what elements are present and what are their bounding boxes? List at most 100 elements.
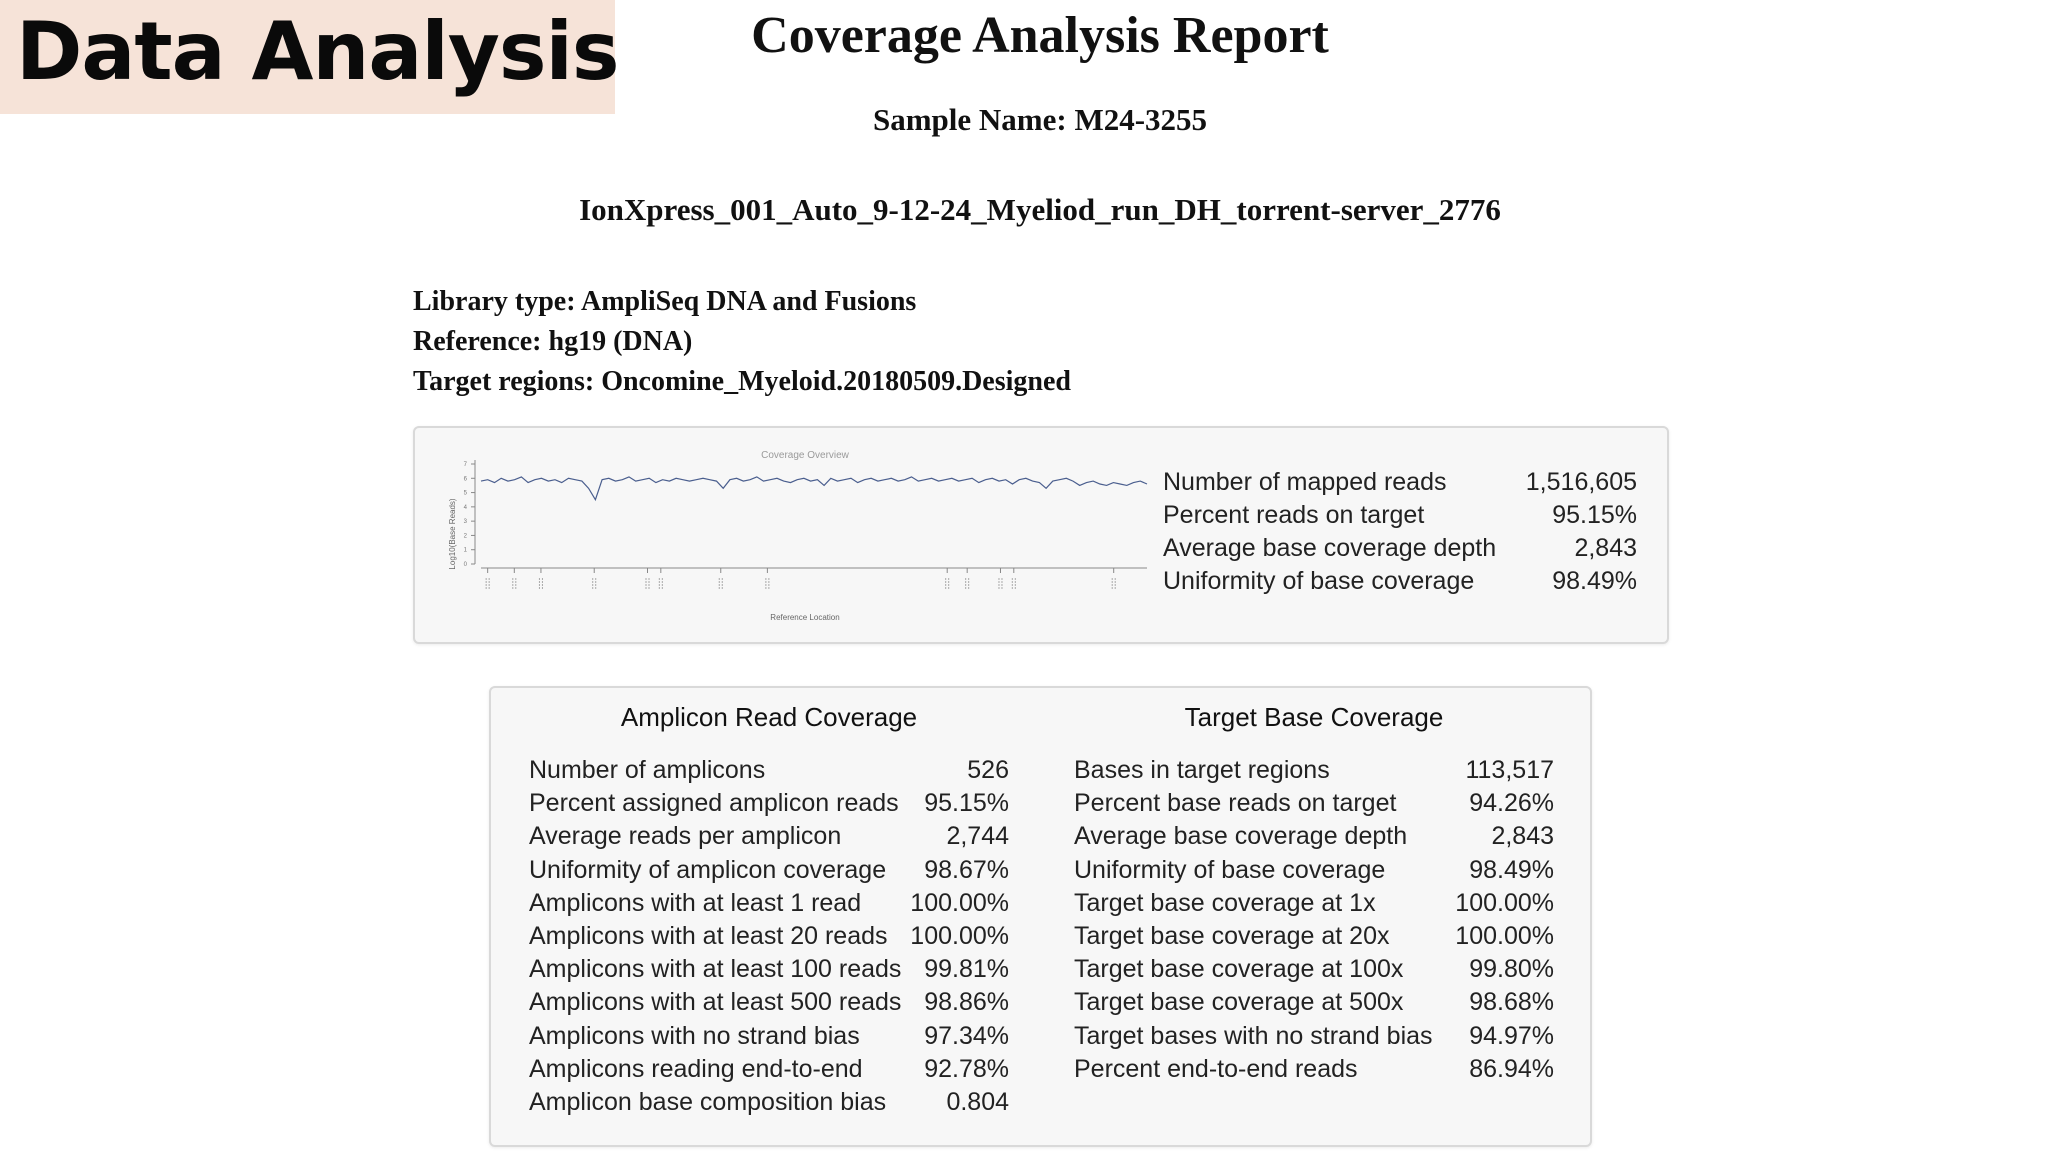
chart-y-tick-label: 3 — [464, 519, 468, 525]
library-type: Library type: AmpliSeq DNA and Fusions — [413, 286, 917, 317]
row-value: 100.00% — [910, 921, 1009, 950]
row-label: Target bases with no strand bias — [1074, 1021, 1433, 1050]
stat-label: Percent reads on target — [1163, 501, 1425, 529]
chart-y-tick-label: 0 — [464, 562, 468, 568]
run-name: IonXpress_001_Auto_9-12-24_Myeliod_run_D… — [579, 192, 1501, 227]
stat-label: Average base coverage depth — [1163, 534, 1497, 562]
row-value: 99.80% — [1469, 955, 1554, 984]
amplicon-row: Amplicon base composition bias 0.804 — [529, 1086, 1009, 1119]
stat-label: Uniformity of base coverage — [1163, 567, 1475, 595]
report-metadata: Library type: AmpliSeq DNA and Fusions R… — [413, 282, 1071, 402]
chart-y-tick-label: 7 — [464, 462, 468, 468]
target-row: Target bases with no strand bias 94.97% — [1074, 1020, 1554, 1053]
row-label: Target base coverage at 100x — [1074, 955, 1404, 984]
target-regions: Target regions: Oncomine_Myeloid.2018050… — [413, 366, 1071, 397]
chart-y-axis-label: Log10(Base Reads) — [448, 498, 457, 569]
target-row: Bases in target regions 113,517 — [1074, 754, 1554, 787]
row-label: Uniformity of base coverage — [1074, 855, 1386, 884]
row-value: 0.804 — [946, 1087, 1009, 1116]
section-banner: Data Analysis — [0, 0, 620, 114]
target-row: Target base coverage at 500x 98.68% — [1074, 986, 1554, 1019]
row-label: Percent assigned amplicon reads — [529, 789, 899, 818]
amplicon-row: Amplicons reading end-to-end 92.78% — [529, 1053, 1009, 1086]
row-label: Amplicons with no strand bias — [529, 1021, 860, 1050]
chart-x-axis-label: Reference Location — [770, 613, 839, 622]
row-value: 100.00% — [910, 888, 1009, 917]
row-value: 2,744 — [946, 822, 1009, 851]
target-heading: Target Base Coverage — [1184, 702, 1444, 732]
row-value: 98.86% — [924, 988, 1009, 1017]
row-label: Target base coverage at 500x — [1074, 988, 1404, 1017]
chart-y-tick-label: 4 — [464, 505, 468, 511]
row-label: Number of amplicons — [529, 756, 766, 784]
target-row: Target base coverage at 100x 99.80% — [1074, 953, 1554, 986]
target-row: Percent end-to-end reads 86.94% — [1074, 1053, 1554, 1086]
row-value: 92.78% — [924, 1054, 1009, 1083]
row-value: 86.94% — [1469, 1054, 1554, 1083]
row-value: 526 — [967, 756, 1009, 784]
row-value: 94.26% — [1469, 789, 1554, 818]
coverage-overview-chart: Coverage Overview Log10(Base Reads) Refe… — [425, 436, 1155, 634]
row-label: Percent base reads on target — [1074, 789, 1397, 818]
chart-y-tick-label: 1 — [464, 548, 468, 554]
row-label: Target base coverage at 20x — [1074, 921, 1390, 950]
chart-title: Coverage Overview — [761, 450, 850, 461]
stat-value: 98.49% — [1552, 567, 1637, 595]
stat-row: Percent reads on target 95.15% — [1163, 499, 1637, 532]
row-label: Bases in target regions — [1074, 756, 1330, 784]
reference: Reference: hg19 (DNA) — [413, 326, 693, 357]
target-base-coverage: Target Base Coverage Bases in target reg… — [1074, 688, 1554, 1086]
stat-row: Number of mapped reads 1,516,605 — [1163, 466, 1637, 499]
row-label: Percent end-to-end reads — [1074, 1054, 1358, 1083]
row-value: 100.00% — [1455, 888, 1554, 917]
chart-y-tick-label: 2 — [464, 533, 468, 539]
row-label: Amplicons with at least 100 reads — [529, 955, 902, 984]
amplicon-row: Uniformity of amplicon coverage 98.67% — [529, 854, 1009, 887]
target-row: Target base coverage at 1x 100.00% — [1074, 887, 1554, 920]
row-label: Amplicons reading end-to-end — [529, 1054, 863, 1083]
stat-value: 95.15% — [1552, 501, 1637, 529]
row-value: 94.97% — [1469, 1021, 1554, 1050]
coverage-overview-svg: Coverage Overview Log10(Base Reads) Refe… — [448, 450, 1148, 622]
row-label: Average base coverage depth — [1074, 822, 1408, 851]
coverage-overview-panel: Coverage Overview Log10(Base Reads) Refe… — [413, 426, 1669, 644]
chart-y-tick-label: 5 — [464, 491, 468, 497]
row-value: 97.34% — [924, 1021, 1009, 1050]
row-value: 98.68% — [1469, 988, 1554, 1017]
row-label: Amplicon base composition bias — [529, 1087, 887, 1116]
report-title: Coverage Analysis Report — [751, 7, 1329, 64]
row-value: 98.67% — [924, 855, 1009, 884]
target-row: Target base coverage at 20x 100.00% — [1074, 920, 1554, 953]
row-label: Amplicons with at least 20 reads — [529, 921, 888, 950]
sample-name: Sample Name: M24-3255 — [872, 102, 1208, 137]
row-label: Average reads per amplicon — [529, 822, 842, 851]
stat-value: 1,516,605 — [1525, 468, 1637, 496]
target-row: Percent base reads on target 94.26% — [1074, 787, 1554, 820]
stat-label: Number of mapped reads — [1163, 468, 1447, 496]
row-value: 2,843 — [1491, 822, 1554, 851]
amplicon-heading: Amplicon Read Coverage — [620, 702, 918, 732]
row-value: 95.15% — [924, 789, 1009, 818]
chart-series-line — [480, 476, 1148, 502]
chart-y-tick-label: 6 — [464, 476, 468, 482]
amplicon-row: Average reads per amplicon 2,744 — [529, 820, 1009, 853]
banner-title: Data Analysis — [16, 5, 620, 98]
row-label: Amplicons with at least 500 reads — [529, 988, 902, 1017]
amplicon-read-coverage: Amplicon Read Coverage Number of amplico… — [529, 688, 1009, 1119]
amplicon-row: Number of amplicons 526 — [529, 754, 1009, 787]
amplicon-row: Amplicons with at least 1 read 100.00% — [529, 887, 1009, 920]
stat-value: 2,843 — [1574, 534, 1637, 562]
target-row: Uniformity of base coverage 98.49% — [1074, 854, 1554, 887]
row-label: Amplicons with at least 1 read — [529, 888, 862, 917]
amplicon-row: Amplicons with no strand bias 97.34% — [529, 1020, 1009, 1053]
stat-row: Uniformity of base coverage 98.49% — [1163, 565, 1637, 598]
overview-stats: Number of mapped reads 1,516,605 Percent… — [1163, 466, 1637, 598]
amplicon-row: Amplicons with at least 500 reads 98.86% — [529, 986, 1009, 1019]
coverage-summary-panel: Amplicon Read Coverage Number of amplico… — [489, 686, 1592, 1147]
amplicon-row: Amplicons with at least 20 reads 100.00% — [529, 920, 1009, 953]
row-value: 99.81% — [924, 955, 1009, 984]
row-value: 98.49% — [1469, 855, 1554, 884]
row-value: 113,517 — [1465, 756, 1554, 784]
row-label: Uniformity of amplicon coverage — [529, 855, 887, 884]
target-row: Average base coverage depth 2,843 — [1074, 820, 1554, 853]
